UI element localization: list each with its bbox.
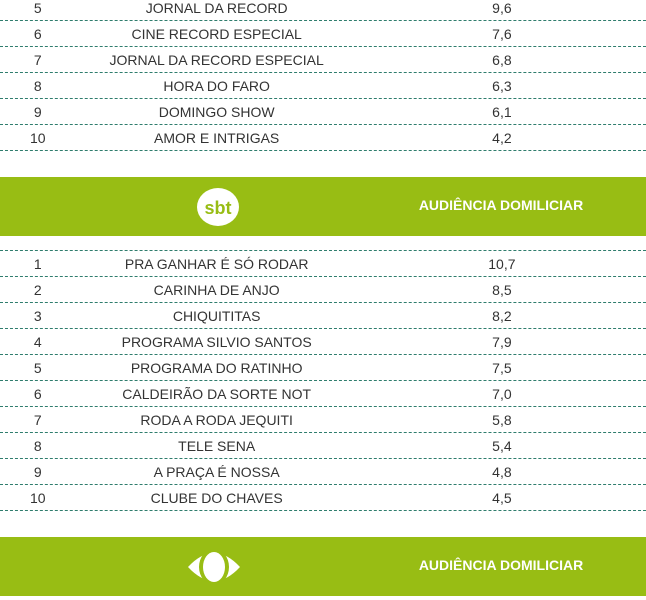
table-row: 6 CINE RECORD ESPECIAL 7,6 [0,21,646,47]
audience-value-cell: 4,2 [492,129,512,146]
rank-cell: 8 [33,437,42,454]
audience-value-cell: 4,5 [492,489,512,506]
audience-value-cell: 6,3 [492,77,512,94]
program-name-cell: CHIQUITITAS [172,307,261,324]
rank-cell: 2 [33,281,42,298]
program-name-cell: RODA A RODA JEQUITI [140,411,293,428]
audience-value-cell: 4,8 [492,463,512,480]
svg-text:sbt: sbt [205,198,232,218]
column-header-audience: AUDIÊNCIA DOMILICIAR [418,557,584,573]
rank-cell: 1 [33,255,42,272]
rank-cell: 4 [33,333,42,350]
rank-cell: 6 [33,385,42,402]
table-row: 8 HORA DO FARO 6,3 [0,73,646,99]
program-name-cell: CINE RECORD ESPECIAL [131,25,302,42]
rank-cell: 8 [33,77,42,94]
audience-value-cell: 7,5 [492,359,512,376]
audience-value-cell: 8,5 [492,281,512,298]
table-row: 4 PROGRAMA SILVIO SANTOS 7,9 [0,329,646,355]
sbt-ranking-table: 1 PRA GANHAR É SÓ RODAR 10,7 2 CARINHA DE AN… [0,251,646,511]
program-name-cell: DOMINGO SHOW [158,103,275,120]
table-row: 1 PRA GANHAR É SÓ RODAR 10,7 [0,251,646,277]
audience-value-cell: 8,2 [492,307,512,324]
audience-value-cell: 10,7 [488,255,516,272]
audience-value-cell: 5,8 [492,411,512,428]
divider [0,250,646,251]
program-name-cell: PROGRAMA SILVIO SANTOS [121,333,312,350]
table-row: 5 JORNAL DA RECORD 9,6 [0,0,646,21]
program-name-cell: CLUBE DO CHAVES [150,489,283,506]
rank-cell: 9 [33,103,42,120]
audience-value-cell: 9,6 [492,0,512,16]
program-name-cell: CARINHA DE ANJO [153,281,280,298]
table-row: 3 CHIQUITITAS 8,2 [0,303,646,329]
audience-value-cell: 7,0 [492,385,512,402]
rank-cell: 10 [29,129,46,146]
rank-cell: 5 [33,0,42,16]
rank-cell: 7 [33,51,42,68]
record-ranking-table: 5 JORNAL DA RECORD 9,6 6 CINE RECORD ESPECIA… [0,0,646,151]
table-row: 2 CARINHA DE ANJO 8,5 [0,277,646,303]
rank-cell: 10 [29,489,46,506]
band-header: AUDIÊNCIA DOMILICIAR [0,537,646,596]
column-header-audience: AUDIÊNCIA DOMILICIAR [418,197,584,213]
program-name-cell: PROGRAMA DO RATINHO [130,359,303,376]
rank-cell: 5 [33,359,42,376]
audience-value-cell: 6,8 [492,51,512,68]
table-row: 7 JORNAL DA RECORD ESPECIAL 6,8 [0,47,646,73]
rank-cell: 7 [33,411,42,428]
program-name-cell: JORNAL DA RECORD ESPECIAL [109,51,324,68]
rank-cell: 9 [33,463,42,480]
table-row: 8 TELE SENA 5,4 [0,433,646,459]
program-name-cell: JORNAL DA RECORD [145,0,288,16]
table-row: 6 CALDEIRÃO DA SORTE NOT 7,0 [0,381,646,407]
table-row: 5 PROGRAMA DO RATINHO 7,5 [0,355,646,381]
band-eye-logo-icon [188,549,240,585]
table-row: 7 RODA A RODA JEQUITI 5,8 [0,407,646,433]
table-row: 10 AMOR E INTRIGAS 4,2 [0,125,646,151]
program-name-cell: CALDEIRÃO DA SORTE NOT [122,385,312,402]
audience-value-cell: 7,6 [492,25,512,42]
rank-cell: 6 [33,25,42,42]
program-name-cell: TELE SENA [178,437,256,454]
table-row: 9 A PRAÇA É NOSSA 4,8 [0,459,646,485]
table-row: 10 CLUBE DO CHAVES 4,5 [0,485,646,511]
program-name-cell: PRA GANHAR É SÓ RODAR [124,255,309,272]
sbt-logo-icon: sbt [197,188,239,226]
program-name-cell: HORA DO FARO [163,77,270,94]
audience-value-cell: 6,1 [492,103,512,120]
audience-value-cell: 7,9 [492,333,512,350]
sbt-header: sbt AUDIÊNCIA DOMILICIAR [0,177,646,236]
audience-value-cell: 5,4 [492,437,512,454]
table-row: 9 DOMINGO SHOW 6,1 [0,99,646,125]
rank-cell: 3 [33,307,42,324]
program-name-cell: A PRAÇA É NOSSA [153,463,280,480]
program-name-cell: AMOR E INTRIGAS [154,129,280,146]
